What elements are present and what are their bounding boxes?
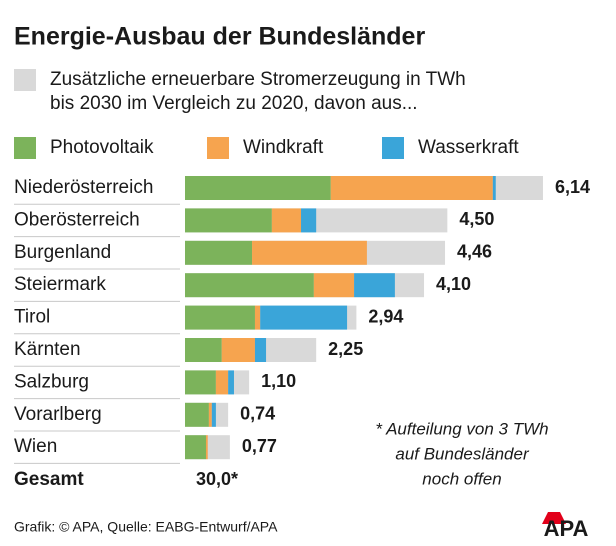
bar-segment [185, 176, 331, 200]
bar-segment [185, 370, 216, 395]
bar-segment [185, 435, 206, 460]
bar-segment [185, 338, 222, 362]
bar-segment [185, 240, 253, 265]
bar-segment [221, 338, 255, 362]
legend-label: Windkraft [243, 137, 324, 158]
legend-swatch [14, 137, 36, 159]
bar-segment [228, 370, 234, 395]
category-label: Tirol [14, 307, 50, 328]
legend-swatch [382, 137, 404, 159]
chart-title: Energie-Ausbau der Bundesländer [14, 23, 425, 51]
value-label: 0,77 [242, 436, 277, 456]
footnote: noch offen [422, 469, 501, 488]
value-label: 4,46 [457, 242, 492, 262]
bar-segment [313, 273, 355, 298]
bar-segment [185, 402, 209, 427]
legend-label: Wasserkraft [418, 137, 519, 158]
bar-segment [254, 305, 261, 330]
logo: APA [544, 516, 589, 541]
total-label: Gesamt [14, 469, 84, 490]
source: Grafik: © APA, Quelle: EABG-Entwurf/APA [14, 519, 278, 535]
bar-segment [330, 176, 493, 200]
value-label: 4,50 [459, 209, 494, 229]
bar-segment [260, 305, 348, 330]
bar-segment [185, 305, 255, 330]
value-label: 2,25 [328, 339, 363, 359]
bar-segment [492, 176, 496, 200]
legend-swatch [14, 69, 36, 91]
bar-segment [185, 273, 314, 298]
legend-swatch [207, 137, 229, 159]
bar-segment [215, 370, 229, 395]
bar-segment [301, 208, 317, 233]
value-label: 6,14 [555, 177, 590, 197]
footnote: auf Bundesländer [395, 444, 530, 463]
bar-segment [271, 208, 302, 233]
category-label: Vorarlberg [14, 404, 102, 425]
bar-segment [205, 435, 208, 460]
bar-segment [252, 240, 367, 265]
bar-segment [254, 338, 267, 362]
bar-segment [208, 402, 212, 427]
footnote: * Aufteilung von 3 TWh [375, 419, 548, 438]
bar-segment [211, 402, 216, 427]
value-label: 2,94 [368, 306, 403, 326]
total-value: 30,0* [196, 469, 238, 489]
legend-label: Zusätzliche erneuerbare Stromerzeugung i… [50, 69, 466, 90]
value-label: 0,74 [240, 404, 275, 424]
legend-label: Photovoltaik [50, 137, 154, 158]
bar-segment [354, 273, 395, 298]
bar-segment [185, 208, 272, 233]
legend-label: bis 2030 im Vergleich zu 2020, davon aus… [50, 93, 418, 114]
category-label: Wien [14, 436, 57, 457]
value-label: 4,10 [436, 274, 471, 294]
value-label: 1,10 [261, 371, 296, 391]
category-label: Kärnten [14, 339, 81, 360]
category-label: Oberösterreich [14, 209, 140, 230]
category-label: Niederösterreich [14, 177, 153, 198]
category-label: Salzburg [14, 371, 89, 392]
category-label: Burgenland [14, 242, 111, 263]
category-label: Steiermark [14, 274, 106, 295]
logo-mark [542, 512, 566, 524]
